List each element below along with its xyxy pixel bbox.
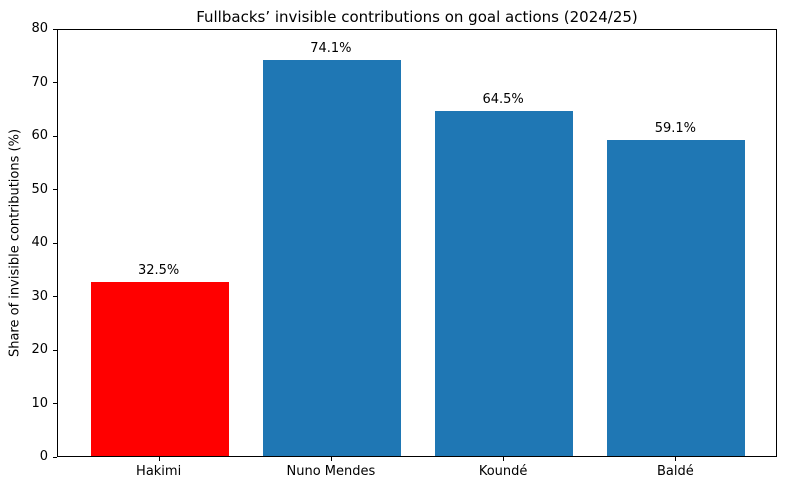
y-tick-mark (53, 28, 57, 30)
bar-value-label: 59.1% (654, 120, 697, 136)
plot-area (57, 29, 777, 457)
bar-value-label: 32.5% (137, 263, 180, 279)
x-tick-label: Baldé (656, 464, 694, 479)
y-tick-mark (53, 456, 57, 458)
y-tick-label: 30 (31, 288, 48, 304)
x-tick-label: Nuno Mendes (286, 464, 376, 479)
bar-value-label: 64.5% (482, 91, 524, 107)
bar-baldé (607, 139, 746, 456)
y-tick-label: 20 (31, 342, 48, 357)
y-tick-mark (53, 135, 57, 137)
bar-koundé (435, 110, 574, 456)
x-tick-label: Koundé (478, 464, 528, 479)
y-tick-mark (53, 349, 57, 351)
y-tick-label: 40 (31, 235, 48, 250)
y-tick-mark (53, 189, 57, 190)
y-tick-mark (53, 403, 57, 404)
y-tick-mark (53, 82, 57, 83)
y-tick-label: 0 (39, 449, 48, 464)
bar-hakimi (90, 282, 229, 456)
bar-value-label: 74.1% (310, 40, 352, 56)
y-tick-label: 60 (31, 128, 48, 143)
y-tick-mark (53, 296, 57, 297)
x-tick-mark (330, 457, 332, 461)
bar-nuno-mendes (262, 59, 401, 456)
x-tick-mark (503, 457, 505, 461)
y-tick-label: 70 (31, 74, 48, 90)
y-tick-label: 50 (31, 181, 48, 197)
y-tick-label: 10 (31, 395, 48, 411)
chart-title: Fullbacks’ invisible contributions on go… (196, 8, 638, 26)
x-tick-mark (158, 457, 160, 461)
x-tick-label: Hakimi (136, 464, 182, 479)
y-tick-label: 80 (31, 21, 48, 36)
y-tick-mark (53, 242, 57, 244)
x-tick-mark (675, 457, 677, 461)
